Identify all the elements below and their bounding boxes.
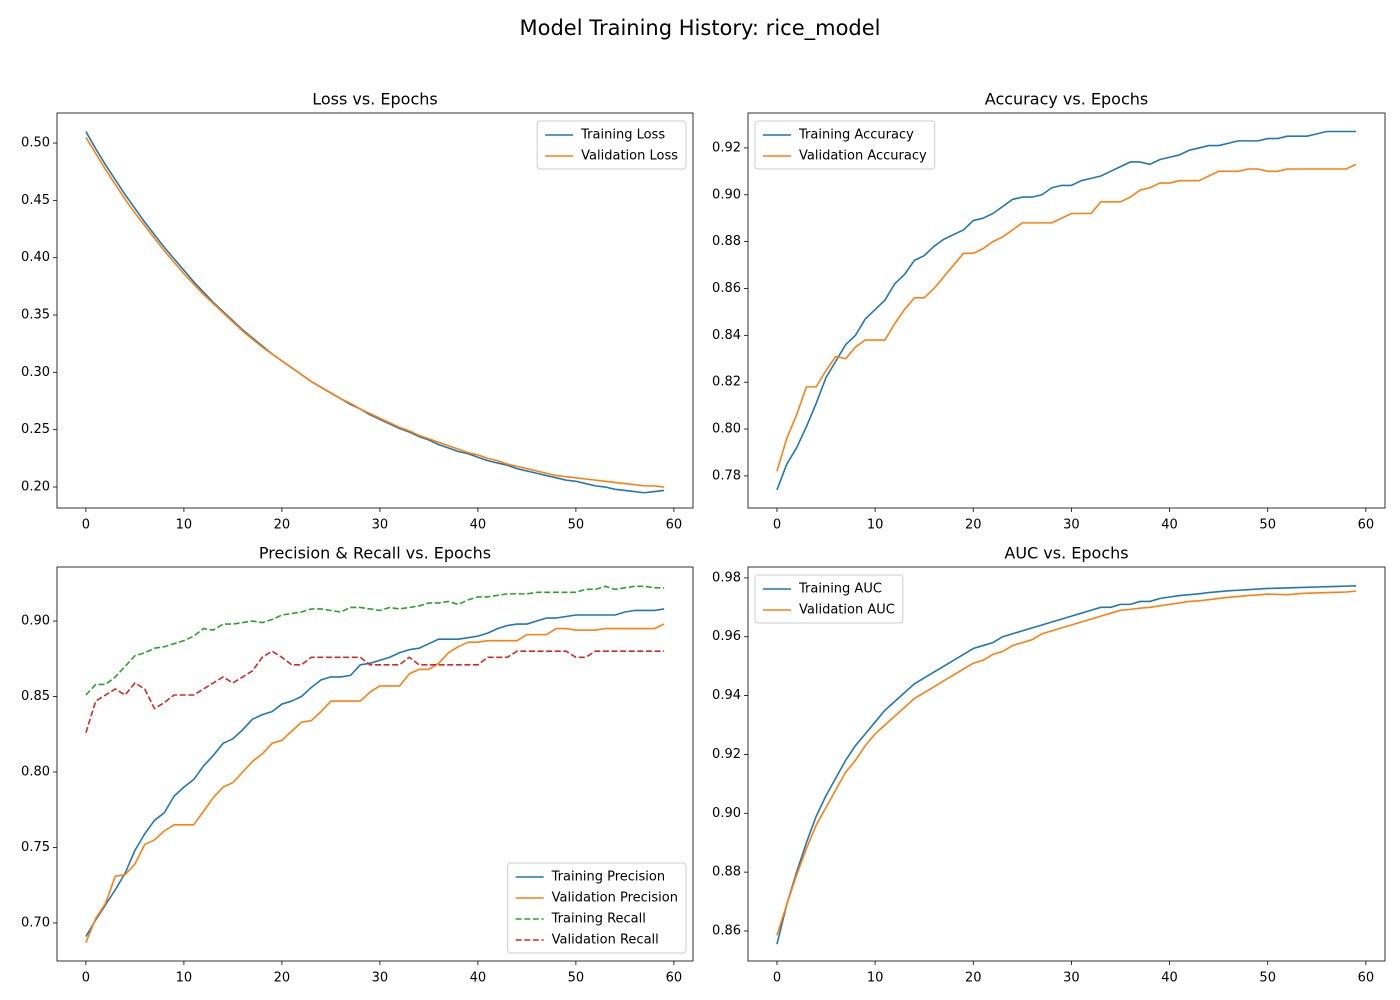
x-tick-label: 30 <box>372 518 389 533</box>
x-tick-label: 30 <box>372 971 389 986</box>
y-tick-label: 0.85 <box>21 689 50 704</box>
series-line <box>776 163 1357 472</box>
y-tick-label: 0.94 <box>712 688 741 703</box>
subplot: AUC vs. Epochs 0 10 20 30 40 50 60 0.86 0.88 0.90 0… <box>712 544 1386 986</box>
legend-label: Validation Loss <box>581 149 678 164</box>
legend-frame <box>754 120 936 170</box>
subplot-title: Accuracy vs. Epochs <box>985 90 1148 109</box>
x-tick-label: 40 <box>1161 971 1178 986</box>
legend-frame <box>507 862 687 954</box>
subplot: Precision & Recall vs. Epochs 0 10 20 30 40 50… <box>21 544 694 986</box>
y-tick-label: 0.88 <box>712 865 741 880</box>
legend: Training Accuracy Validation Accuracy <box>754 120 936 170</box>
y-tick-label: 0.25 <box>21 422 50 437</box>
figure-title: Model Training History: rice_model <box>519 16 880 41</box>
x-tick-label: 50 <box>568 518 585 533</box>
y-tick-label: 0.98 <box>712 570 741 585</box>
x-tick-label: 20 <box>274 971 291 986</box>
plot-frame <box>747 566 1386 962</box>
x-tick-label: 10 <box>176 518 193 533</box>
x-tick-label: 0 <box>82 518 90 533</box>
series-line <box>85 585 665 696</box>
legend-label: Training AUC <box>798 582 882 597</box>
series-line <box>85 623 665 943</box>
x-tick-label: 20 <box>274 518 291 533</box>
legend-label: Validation Precision <box>552 891 678 906</box>
subplot: Accuracy vs. Epochs 0 10 20 30 40 50 60 0.78 0.80… <box>712 90 1386 533</box>
y-tick-label: 0.90 <box>712 806 741 821</box>
y-tick-label: 0.30 <box>21 365 50 380</box>
subplot-title: Precision & Recall vs. Epochs <box>259 544 491 563</box>
x-tick-label: 10 <box>867 518 884 533</box>
legend: Training Loss Validation Loss <box>536 120 687 170</box>
legend-label: Training Precision <box>551 870 665 885</box>
legend-label: Training Loss <box>580 128 665 143</box>
y-tick-label: 0.50 <box>21 136 50 151</box>
legend-label: Validation Recall <box>552 933 659 948</box>
y-tick-label: 0.90 <box>712 187 741 202</box>
subplot: Loss vs. Epochs 0 10 20 30 40 50 60 0.20 0.25 0.30… <box>21 90 694 533</box>
series-line <box>85 650 665 733</box>
plot-frame <box>56 112 694 509</box>
legend: Training AUC Validation AUC <box>754 574 904 624</box>
series-line <box>85 608 665 937</box>
legend-label: Validation AUC <box>799 603 895 618</box>
y-tick-label: 0.75 <box>21 840 50 855</box>
x-tick-label: 40 <box>470 971 487 986</box>
y-tick-label: 0.70 <box>21 915 50 930</box>
plot-frame <box>747 112 1386 509</box>
series-line <box>776 585 1357 945</box>
x-tick-label: 50 <box>568 971 585 986</box>
y-tick-label: 0.35 <box>21 308 50 323</box>
legend-label: Training Accuracy <box>798 128 914 143</box>
x-tick-label: 20 <box>965 518 982 533</box>
x-tick-label: 0 <box>773 971 781 986</box>
legend-frame <box>754 574 904 624</box>
series-line <box>776 130 1357 491</box>
y-tick-label: 0.92 <box>712 747 741 762</box>
y-tick-label: 0.88 <box>712 234 741 249</box>
legend-label: Training Recall <box>551 912 646 927</box>
plot-frame <box>56 566 694 962</box>
x-tick-label: 60 <box>1358 518 1375 533</box>
y-tick-label: 0.82 <box>712 375 741 390</box>
x-tick-label: 40 <box>1161 518 1178 533</box>
x-tick-label: 60 <box>1358 971 1375 986</box>
y-tick-label: 0.86 <box>712 281 741 296</box>
series-line <box>776 590 1357 936</box>
x-tick-label: 0 <box>773 518 781 533</box>
subplot-title: AUC vs. Epochs <box>1004 544 1128 563</box>
x-tick-label: 20 <box>965 971 982 986</box>
y-tick-label: 0.84 <box>712 328 741 343</box>
x-tick-label: 30 <box>1063 518 1080 533</box>
x-tick-label: 0 <box>82 971 90 986</box>
y-tick-label: 0.45 <box>21 193 50 208</box>
y-tick-label: 0.90 <box>21 614 50 629</box>
legend-frame <box>536 120 687 170</box>
x-tick-label: 60 <box>666 971 683 986</box>
y-tick-label: 0.92 <box>712 140 741 155</box>
y-tick-label: 0.96 <box>712 629 741 644</box>
x-tick-label: 50 <box>1259 971 1276 986</box>
y-tick-label: 0.86 <box>712 923 741 938</box>
y-tick-label: 0.20 <box>21 480 50 495</box>
legend: Training Precision Validation Precision Tr… <box>507 862 687 954</box>
x-tick-label: 50 <box>1259 518 1276 533</box>
legend-label: Validation Accuracy <box>799 149 927 164</box>
x-tick-label: 10 <box>867 971 884 986</box>
series-line <box>85 136 665 488</box>
series-line <box>85 131 665 494</box>
x-tick-label: 30 <box>1063 971 1080 986</box>
x-tick-label: 10 <box>176 971 193 986</box>
y-tick-label: 0.78 <box>712 468 741 483</box>
x-tick-label: 60 <box>666 518 683 533</box>
y-tick-label: 0.80 <box>21 765 50 780</box>
subplot-title: Loss vs. Epochs <box>312 90 437 109</box>
y-tick-label: 0.40 <box>21 250 50 265</box>
x-tick-label: 40 <box>470 518 487 533</box>
y-tick-label: 0.80 <box>712 422 741 437</box>
